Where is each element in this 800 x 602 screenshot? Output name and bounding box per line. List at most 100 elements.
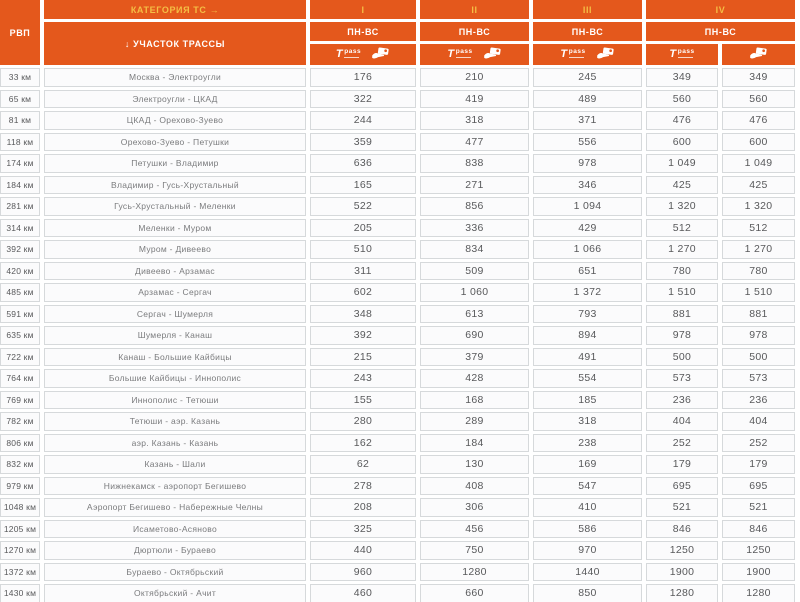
km-cell: 806 км (0, 433, 40, 452)
table-row: 1270 км Дюртюли - Бураево 440 750 970 1250 125… (0, 541, 800, 560)
price-cell: 325 (310, 519, 416, 538)
price-cell: 205 (310, 218, 416, 237)
price-cell: 346 (533, 175, 642, 194)
schedule-header: ПН-ВС (533, 22, 642, 41)
price-cell: 429 (533, 218, 642, 237)
section-cell: Большие Кайбицы - Иннополис (44, 369, 306, 388)
section-cell: Канаш - Большие Кайбицы (44, 347, 306, 366)
km-cell: 485 км (0, 283, 40, 302)
price-cell: 1250 (646, 541, 718, 560)
price-cell: 1250 (722, 541, 795, 560)
price-cell: 306 (420, 498, 529, 517)
price-cell: 245 (533, 68, 642, 87)
section-cell: Казань - Шали (44, 455, 306, 474)
price-cell: 476 (722, 111, 795, 130)
price-cell: 311 (310, 261, 416, 280)
table-row: 1205 км Исаметово-Асяново 325 456 586 846 846 (0, 519, 800, 538)
price-cell: 322 (310, 89, 416, 108)
section-cell: Дивеево - Арзамас (44, 261, 306, 280)
table-row: 81 км ЦКАД - Орехово-Зуево 244 318 371 476 476 (0, 111, 800, 130)
section-sort-header[interactable]: ↓ УЧАСТОК ТРАССЫ (44, 22, 306, 65)
section-cell: Сергач - Шумерля (44, 304, 306, 323)
price-cell: 660 (420, 584, 529, 602)
schedule-header: ПН-ВС (646, 22, 795, 41)
km-cell: 764 км (0, 369, 40, 388)
price-cell: 208 (310, 498, 416, 517)
table-row: 392 км Муром - Дивеево 510 834 1 066 1 270 1 2… (0, 240, 800, 259)
price-cell: 1 320 (722, 197, 795, 216)
price-cell: 176 (310, 68, 416, 87)
price-cell: 894 (533, 326, 642, 345)
section-cell: Орехово-Зуево - Петушки (44, 132, 306, 151)
section-cell: Муром - Дивеево (44, 240, 306, 259)
section-cell: Тетюши - аэр. Казань (44, 412, 306, 431)
transponder-hand-icon (483, 47, 502, 62)
price-cell: 834 (420, 240, 529, 259)
km-cell: 184 км (0, 175, 40, 194)
price-cell: 586 (533, 519, 642, 538)
price-cell: 1 320 (646, 197, 718, 216)
price-cell: 1 066 (533, 240, 642, 259)
price-cell: 215 (310, 347, 416, 366)
price-cell: 1900 (722, 562, 795, 581)
price-cell: 243 (310, 369, 416, 388)
price-cell: 1900 (646, 562, 718, 581)
price-cell: 238 (533, 433, 642, 452)
price-cell: 165 (310, 175, 416, 194)
price-cell: 62 (310, 455, 416, 474)
price-cell: 179 (646, 455, 718, 474)
km-cell: 174 км (0, 154, 40, 173)
price-cell: 510 (310, 240, 416, 259)
price-cell: 978 (533, 154, 642, 173)
price-cell: 695 (722, 476, 795, 495)
price-cell: 185 (533, 390, 642, 409)
price-cell: 512 (646, 218, 718, 237)
price-cell: 456 (420, 519, 529, 538)
price-cell: 425 (646, 175, 718, 194)
category-iv-header: IV (646, 0, 795, 19)
price-cell: 252 (646, 433, 718, 452)
price-cell: 489 (533, 89, 642, 108)
price-cell: 1 270 (646, 240, 718, 259)
price-cell: 1280 (420, 562, 529, 581)
section-cell: Шумерля - Канаш (44, 326, 306, 345)
table-row: 420 км Дивеево - Арзамас 311 509 651 780 780 (0, 261, 800, 280)
price-cell: 602 (310, 283, 416, 302)
price-cell: 1 049 (646, 154, 718, 173)
price-cell: 793 (533, 304, 642, 323)
km-cell: 1205 км (0, 519, 40, 538)
price-cell: 613 (420, 304, 529, 323)
section-cell: Нижнекамск - аэропорт Бегишево (44, 476, 306, 495)
section-cell: Дюртюли - Бураево (44, 541, 306, 560)
price-cell: 846 (722, 519, 795, 538)
price-cell: 1 094 (533, 197, 642, 216)
km-cell: 33 км (0, 68, 40, 87)
price-cell: 846 (646, 519, 718, 538)
price-cell: 155 (310, 390, 416, 409)
price-cell: 349 (722, 68, 795, 87)
km-cell: 591 км (0, 304, 40, 323)
km-cell: 1372 км (0, 562, 40, 581)
schedule-header: ПН-ВС (310, 22, 416, 41)
price-cell: 410 (533, 498, 642, 517)
section-cell: аэр. Казань - Казань (44, 433, 306, 452)
price-cell: 349 (646, 68, 718, 87)
price-cell: 500 (722, 347, 795, 366)
price-cell: 392 (310, 326, 416, 345)
price-cell: 970 (533, 541, 642, 560)
km-cell: 979 км (0, 476, 40, 495)
price-cell: 425 (722, 175, 795, 194)
km-cell: 722 км (0, 347, 40, 366)
price-cell: 500 (646, 347, 718, 366)
price-cell: 560 (722, 89, 795, 108)
price-cell: 271 (420, 175, 529, 194)
transponder-hand-icon (749, 47, 768, 62)
km-cell: 281 км (0, 197, 40, 216)
price-cell: 348 (310, 304, 416, 323)
km-cell: 635 км (0, 326, 40, 345)
price-cell: 547 (533, 476, 642, 495)
